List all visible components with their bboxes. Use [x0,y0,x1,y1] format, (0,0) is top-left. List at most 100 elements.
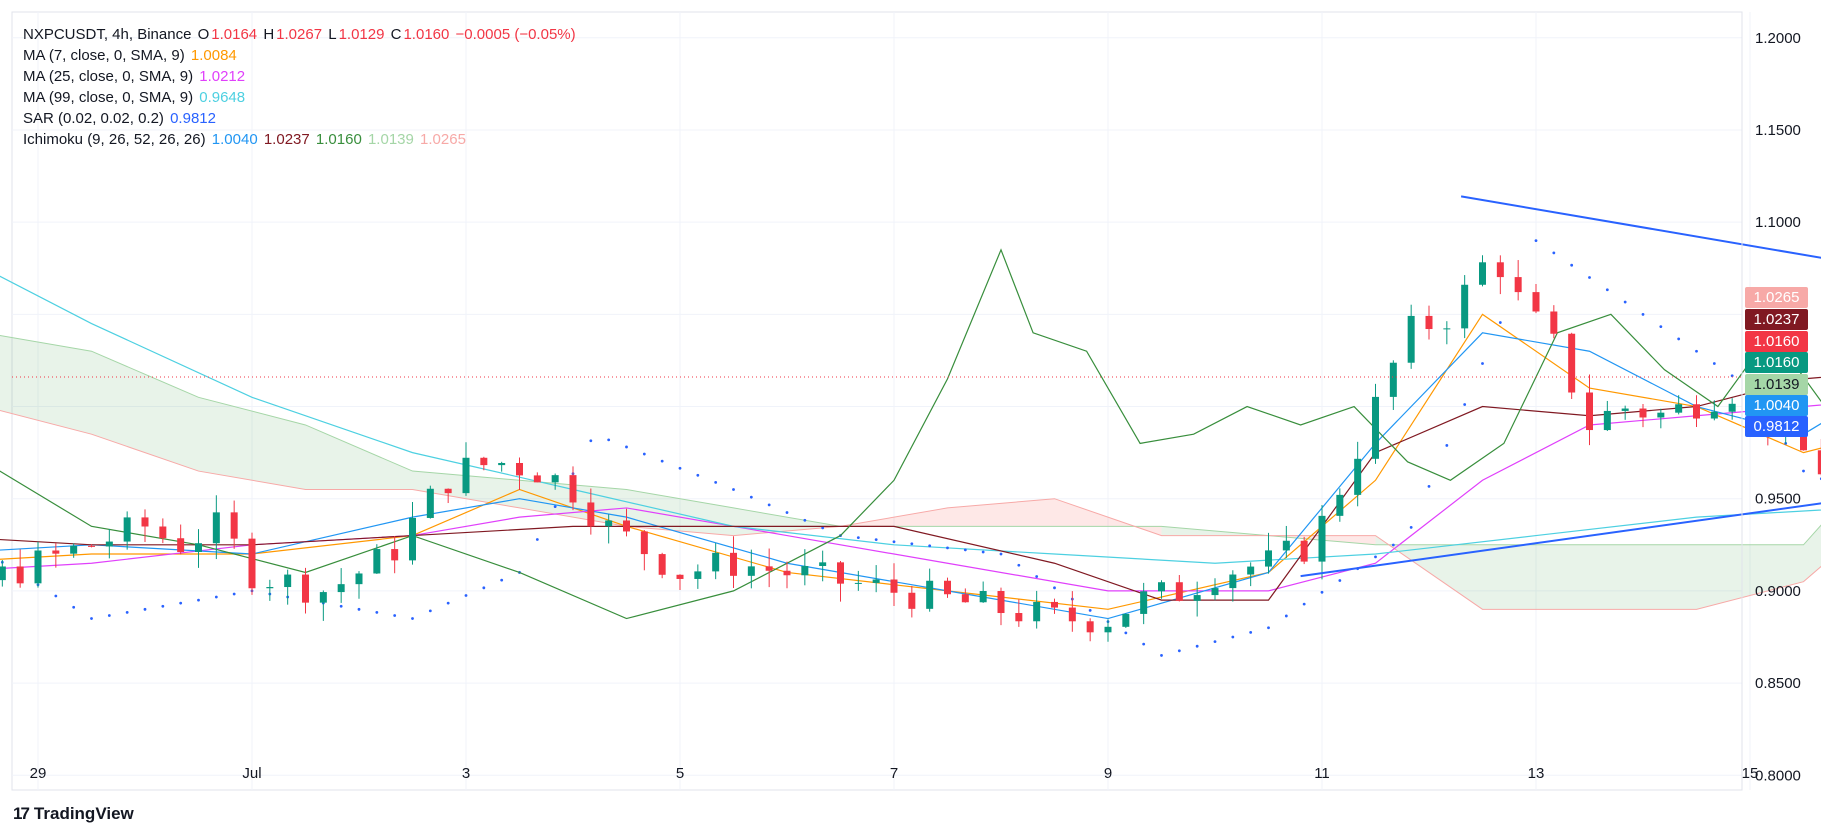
sar-value: 0.9812 [170,110,216,127]
ichimoku-value-2: 1.0237 [263,131,310,148]
candle-body [730,552,737,576]
sar-dot [339,604,343,608]
sar-dot [1409,525,1413,529]
candle-body [676,574,684,579]
candle-body [1389,362,1397,397]
candle-body [961,594,969,603]
sar-dot [232,592,236,596]
legend-ma25-row[interactable]: MA (25, close, 0, SMA, 9) 1.0212 [23,66,578,87]
sar-dot [1391,543,1395,547]
sar-dot [1802,469,1805,473]
y-tick-label: 0.9000 [1755,583,1801,600]
candle-body [337,584,345,593]
sar-dot [1641,312,1645,316]
candle-body [1211,588,1219,596]
cloud-segment [305,424,413,490]
x-tick-label: 7 [890,765,898,782]
sar-dot [535,538,539,541]
cloud-segment [1482,544,1590,610]
candle-body [837,562,844,584]
candle-body [16,566,24,584]
sar-dot [1427,485,1431,488]
sar-dot [446,601,450,605]
x-tick-label: 29 [30,765,47,782]
candle-body [623,520,630,532]
sar-dot [1712,362,1716,365]
y-tick-label: 1.1000 [1755,214,1801,231]
legend-sar-row[interactable]: SAR (0.02, 0.02, 0.2) 0.9812 [23,108,578,129]
candle-body [1175,582,1183,601]
ma7-label: MA (7, close, 0, SMA, 9) [23,47,185,64]
y-tick-label: 0.8500 [1755,675,1801,692]
sar-dot [1730,374,1734,378]
sar-dot [946,546,949,550]
sar-dot [1267,626,1270,630]
upper-trendline[interactable] [1460,195,1821,382]
sar-dot [428,609,432,613]
candle-body [1247,566,1255,575]
candle-body [1817,450,1821,475]
candle-body [498,462,506,466]
sar-dot [393,614,397,617]
sar-dot [197,598,200,602]
symbol-label[interactable]: NXPCUSDT, 4h, Binance [23,26,192,43]
candle-body [533,475,541,483]
x-tick-label: Jul [242,765,261,782]
candle-body [1193,595,1201,601]
sar-dot [500,578,504,582]
sar-dot [553,505,557,509]
candle-body [444,488,452,494]
candle-body [712,552,720,572]
legend-ma99-row[interactable]: MA (99, close, 0, SMA, 9) 0.9648 [23,87,578,108]
candle-body [1550,311,1558,334]
trendlines[interactable] [1300,195,1821,578]
candle-body [658,554,666,575]
candle-body [1015,613,1023,622]
brand-name: TradingView [33,804,134,823]
sar-dot [999,552,1003,556]
sar-dot [143,607,147,611]
sar-dot [1231,635,1235,639]
sar-dot [1338,579,1342,582]
legend-ma7-row[interactable]: MA (7, close, 0, SMA, 9) 1.0084 [23,45,578,66]
candle-body [783,570,791,576]
ma25-value: 1.0212 [199,68,246,85]
sar-dot [1284,614,1288,618]
candle-body [284,574,292,588]
ma7-value: 1.0084 [190,47,237,64]
ichimoku-value-1: 1.0040 [211,131,258,148]
y-tick-label: 0.8000 [1755,767,1801,784]
sar-dot [696,473,700,477]
price-tag-last: 1.0160 [1745,331,1808,352]
candle-body [1318,515,1326,562]
candle-body [979,591,987,603]
x-tick-label: 15 [1742,765,1759,782]
sar-dot [375,610,379,614]
tradingview-logo[interactable]: 17 TradingView [13,804,134,824]
sar-dot [125,610,129,614]
candle-body [159,526,167,539]
low-label: L [328,26,337,43]
high-label: H [263,26,275,43]
chart-grid [11,11,1751,791]
candle-body [1532,292,1540,312]
sar-dot [90,617,93,620]
candle-body [1728,403,1736,412]
sar-dot [161,604,165,608]
candle-body [569,475,577,503]
cloud-segment [0,335,92,435]
open-value: 1.0164 [211,26,258,43]
legend-ichimoku-row[interactable]: Ichimoku (9, 26, 52, 26, 26) 1.0040 1.02… [23,129,578,150]
candle-body [141,517,149,527]
candle-body [212,512,220,544]
candle-body [1496,262,1504,278]
candle-body [747,566,755,576]
sar-dot [1552,251,1556,255]
candle-body [409,517,416,561]
candle-body [1086,621,1094,633]
x-tick-label: 11 [1314,765,1330,782]
candle-body [88,545,95,547]
lower-trendline[interactable] [1300,401,1821,578]
candle-body [1693,404,1700,419]
